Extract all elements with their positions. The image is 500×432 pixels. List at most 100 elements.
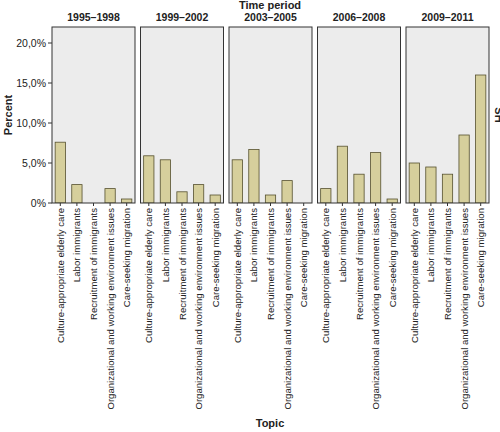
bar (144, 156, 154, 203)
x-tick (359, 203, 360, 206)
bar (426, 167, 436, 203)
x-tick-label: Labor immigrants (425, 208, 436, 282)
x-tick (303, 203, 304, 206)
bar (249, 149, 259, 203)
panel-frame (406, 27, 489, 203)
title: Time period (239, 0, 301, 11)
y-tick-label: 10,0% (16, 117, 46, 129)
x-tick (165, 203, 166, 206)
y-tick (48, 163, 52, 164)
y-tick-label: 0% (31, 197, 46, 209)
x-tick-label: Culture-appropriate elderly care (143, 208, 154, 343)
x-tick (480, 203, 481, 206)
x-tick (126, 203, 127, 206)
bars (55, 142, 132, 203)
x-tick-label: Culture-appropriate elderly care (55, 208, 66, 343)
bar (409, 163, 419, 203)
x-tick (76, 203, 77, 206)
x-axis-label: Topic (256, 417, 285, 429)
x-tick-label: Organizational and working environment i… (459, 208, 470, 410)
y-axis-label: Percent (2, 94, 14, 135)
x-tick (270, 203, 271, 206)
x-tick-label: Labor immigrants (248, 208, 259, 282)
x-tick-label: Organizational and working environment i… (193, 208, 204, 410)
panel-frame (318, 27, 401, 203)
x-tick-label: Recruitment of immigrants (88, 208, 99, 320)
bar (282, 181, 292, 203)
x-tick (342, 203, 343, 206)
bar (105, 189, 115, 203)
panel-title: 1995–1998 (67, 11, 120, 23)
x-tick-label: Culture-appropriate elderly care (409, 208, 420, 343)
x-tick-label: Care-seeking migration (121, 208, 132, 307)
x-tick (414, 203, 415, 206)
y-tick-label: 15,0% (16, 77, 46, 89)
x-tick (253, 203, 254, 206)
x-tick (182, 203, 183, 206)
x-tick (392, 203, 393, 206)
x-tick-label: Recruitment of immigrants (177, 208, 188, 320)
panel-frame (141, 27, 224, 203)
panel-frame (229, 27, 312, 203)
page: {"chart_data": { "type": "bar", "title":… (0, 0, 500, 432)
panel-background (229, 27, 312, 203)
y-tick (48, 203, 52, 204)
bar (370, 153, 380, 203)
bar (160, 160, 170, 203)
panel: 2009–2011 Culture-appropriate elderly car… (406, 11, 489, 410)
x-tick-label: Organizational and working environment i… (105, 208, 116, 410)
bar (459, 135, 469, 203)
bar (177, 192, 187, 203)
x-tick (215, 203, 216, 206)
bar (72, 185, 82, 203)
x-tick (447, 203, 448, 206)
panel-background (141, 27, 224, 203)
panel-title: 1999–2002 (156, 11, 209, 23)
bar (210, 195, 220, 203)
bars (321, 146, 398, 203)
bar (55, 142, 65, 203)
bar (265, 195, 275, 203)
x-tick-label: Organizational and working environment i… (370, 208, 381, 410)
x-tick-label: Recruitment of immigrants (442, 208, 453, 320)
x-tick (430, 203, 431, 206)
bar (354, 174, 364, 203)
bars (232, 149, 292, 203)
panel: 2006–2008Culture-appropriate elderly car… (318, 11, 401, 410)
bars (409, 75, 486, 203)
bar (476, 75, 486, 203)
x-tick-label: Care-seeking migration (475, 208, 486, 307)
x-tick (287, 203, 288, 206)
bar (122, 199, 132, 203)
x-tick-label: Recruitment of immigrants (354, 208, 365, 320)
x-tick (110, 203, 111, 206)
y-tick-label: 5,0% (22, 157, 46, 169)
x-tick-label: Organizational and working environment i… (282, 208, 293, 410)
bar (337, 146, 347, 203)
y-tick (48, 83, 52, 84)
x-tick (237, 203, 238, 206)
y-tick-label: 20,0% (16, 37, 46, 49)
x-tick-label: Care-seeking migration (210, 208, 221, 307)
facet-label: SH (493, 107, 500, 122)
x-tick (198, 203, 199, 206)
x-tick (464, 203, 465, 206)
panel-background (52, 27, 135, 203)
x-tick (148, 203, 149, 206)
panel-title: 2009–2011 (422, 11, 474, 23)
x-tick (325, 203, 326, 206)
y-tick (48, 123, 52, 124)
x-tick-label: Culture-appropriate elderly care (232, 208, 243, 343)
x-tick-label: Culture-appropriate elderly care (320, 208, 331, 343)
panel-frame (52, 27, 135, 203)
x-tick (60, 203, 61, 206)
panel: 2003–2005 Culture-appropriate elderly car… (229, 11, 312, 410)
y-tick (48, 43, 52, 44)
panel-title: 2003–2005 (244, 11, 297, 23)
panel: 1999–2002 Culture-appropriate elderly car… (141, 11, 224, 410)
x-tick-label: Labor immigrants (160, 208, 171, 282)
bar (193, 185, 203, 203)
panel-background (406, 27, 489, 203)
bar (232, 160, 242, 203)
panel-background (318, 27, 401, 203)
